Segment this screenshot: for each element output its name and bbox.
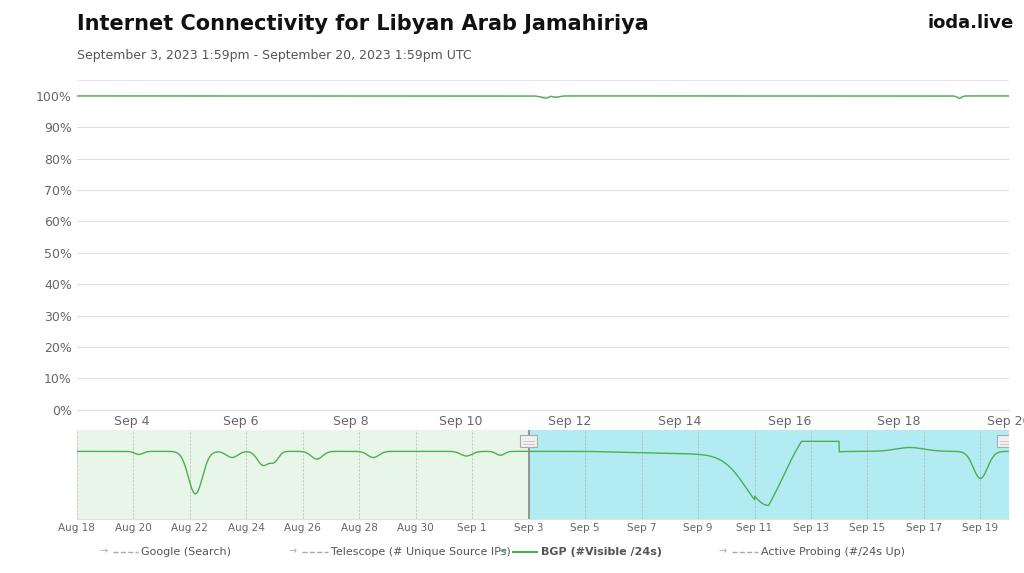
Text: Telescope (# Unique Source IPs): Telescope (# Unique Source IPs) [331,547,511,557]
X-axis label: Time (UTC): Time (UTC) [508,433,578,446]
Text: →: → [499,546,507,556]
Text: →: → [289,546,297,556]
Text: →: → [719,546,727,556]
Bar [528,430,1009,519]
Text: September 3, 2023 1:59pm - September 20, 2023 1:59pm UTC: September 3, 2023 1:59pm - September 20,… [77,49,471,62]
Text: →: → [99,546,108,556]
Bar [520,435,537,447]
Bar [997,435,1015,447]
Bar [77,430,528,519]
Text: Active Probing (#/24s Up): Active Probing (#/24s Up) [761,547,905,557]
Text: Google (Search): Google (Search) [141,547,231,557]
Text: BGP (#Visible /24s): BGP (#Visible /24s) [541,547,662,557]
Text: ioda.live: ioda.live [928,14,1014,32]
Text: Internet Connectivity for Libyan Arab Jamahiriya: Internet Connectivity for Libyan Arab Ja… [77,14,648,34]
